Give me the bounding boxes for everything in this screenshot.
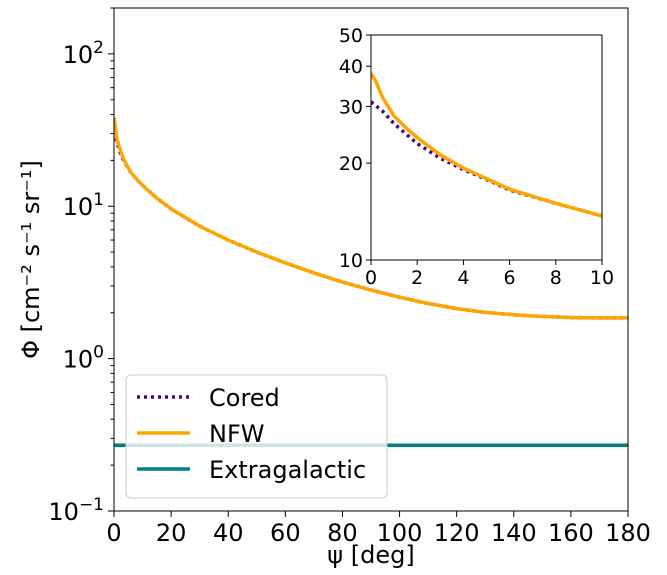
inset-background [371, 35, 602, 260]
inset-x-tick-label: 0 [365, 267, 377, 289]
main-plot-frame [113, 7, 629, 512]
y-tick-label: 101 [63, 190, 104, 221]
x-tick-label: 160 [548, 519, 594, 547]
inset-plot-frame [370, 34, 603, 261]
legend-label-extragalactic: Extragalactic [209, 456, 366, 484]
inset-x-tick-label: 6 [504, 267, 516, 289]
inset-y-tick-label: 20 [339, 153, 363, 175]
series-line-nfw [114, 117, 628, 320]
x-tick-label: 0 [106, 519, 121, 547]
inset-x-tick-label: 8 [550, 267, 562, 289]
legend-label-cored: Cored [209, 384, 280, 412]
inset-y-tick-label: 10 [339, 250, 363, 272]
x-tick-label: 40 [213, 519, 244, 547]
legend-label-nfw: NFW [209, 420, 265, 448]
x-tick-label: 80 [327, 519, 358, 547]
y-tick-label: 100 [63, 343, 104, 374]
x-tick-label: 60 [270, 519, 301, 547]
x-tick-label: 180 [605, 519, 651, 547]
inset-x-tick-label: 4 [457, 267, 469, 289]
x-tick-label: 140 [491, 519, 537, 547]
inset-x-tick-label: 2 [411, 267, 423, 289]
inset-series-group [371, 72, 602, 218]
x-tick-label: 20 [156, 519, 187, 547]
x-axis-label: ψ [deg] [327, 541, 414, 569]
y-axis-label: Φ [cm⁻² s⁻¹ sr⁻¹] [17, 160, 45, 359]
legend-box [125, 374, 388, 499]
x-tick-label: 100 [377, 519, 423, 547]
legend: Cored NFW Extragalactic [125, 374, 388, 499]
inset-y-tick-label: 50 [339, 25, 363, 47]
x-tick-label: 120 [434, 519, 480, 547]
inset-y-tick-label: 30 [339, 96, 363, 118]
y-tick-label: 10−1 [48, 495, 104, 526]
inset-y-tick-label: 40 [339, 56, 363, 78]
inset-series-line-nfw [371, 72, 602, 218]
inset-x-tick-label: 10 [590, 267, 614, 289]
y-tick-label: 102 [63, 38, 104, 69]
